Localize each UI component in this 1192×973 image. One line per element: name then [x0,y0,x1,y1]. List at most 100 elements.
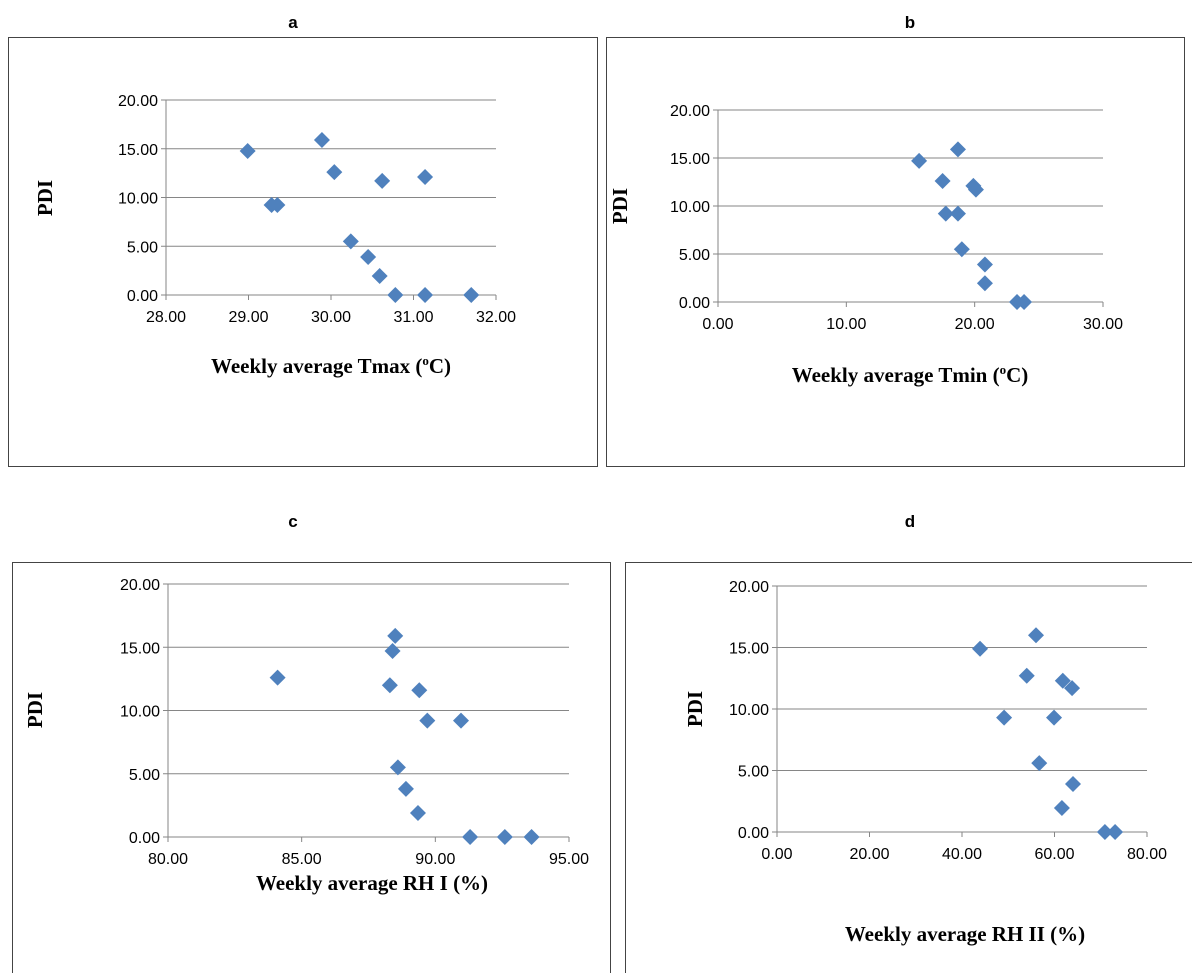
panel-frame [8,37,598,467]
x-tick-label: 85.00 [282,851,322,868]
marker [384,643,401,660]
y-tick-label: 20.00 [729,579,769,596]
y-tick-label: 0.00 [129,830,160,847]
marker [417,287,434,303]
marker [269,197,286,214]
marker [934,173,951,190]
y-tick-label: 20.00 [670,103,710,120]
marker [313,131,330,148]
chart: c 0.00 5.00 10.00 15.00 20.00 80.00 85.00 90.00 9… [23,512,589,895]
marker [419,712,436,729]
marker [462,829,479,845]
marker [949,141,966,158]
x-axis-label-part: C) [429,354,451,378]
x-axis-label: Weekly average RH II (%) [845,922,1085,946]
marker [463,287,480,303]
y-axis-label: PDI [683,691,707,727]
marker [949,205,966,222]
panel-frame [625,562,1192,973]
panel-title: d [905,512,915,531]
marker [996,709,1013,726]
marker [496,829,513,845]
y-tick-label: 15.00 [670,151,710,168]
chart: b 0.00 5.00 10.00 15.00 20.00 0.00 10.00 20.00 30… [608,13,1123,387]
x-tick-label: 28.00 [146,309,186,326]
panel-title: c [288,512,297,531]
x-axis-label: Weekly average RH I (%) [256,871,488,895]
y-tick-label: 5.00 [129,767,160,784]
x-tick-label: 29.00 [228,309,268,326]
marker [1064,680,1081,697]
x-axis-label-part: C) [1006,363,1028,387]
y-tick-label: 20.00 [118,93,158,110]
marker [374,172,391,189]
chart: d 0.00 5.00 10.00 15.00 20.00 0.00 20.00 40.00 60… [683,512,1167,946]
x-tick-label: 10.00 [826,316,866,333]
x-tick-label: 30.00 [1083,316,1123,333]
x-tick-label: 80.00 [148,851,188,868]
marker [381,677,398,694]
y-tick-label: 0.00 [738,825,769,842]
marker [1054,672,1071,689]
panel-title: b [905,13,915,32]
marker [1018,667,1035,684]
x-axis-label-part: Weekly average RH I (%) [256,871,488,895]
marker [326,164,343,181]
x-axis-label-part: o [422,353,429,368]
y-tick-label: 20.00 [120,577,160,594]
marker [360,248,377,265]
marker [342,233,359,250]
y-axis-label: PDI [608,188,632,224]
x-tick-label: 0.00 [761,846,792,863]
marker [967,181,984,198]
marker [1031,755,1048,772]
marker [523,829,540,845]
y-axis-label: PDI [33,180,57,216]
marker [1096,824,1113,840]
marker [417,169,434,186]
x-tick-label: 0.00 [702,316,733,333]
marker [371,267,388,284]
marker [239,142,256,159]
marker [1053,800,1070,817]
marker [387,287,404,303]
x-tick-label: 90.00 [415,851,455,868]
x-tick-label: 30.00 [311,309,351,326]
y-tick-label: 15.00 [729,641,769,658]
marker [389,759,406,776]
x-tick-label: 20.00 [849,846,889,863]
x-tick-label: 32.00 [476,309,516,326]
x-axis-label-part: Weekly average Tmax ( [211,354,422,378]
marker [269,669,286,686]
x-tick-label: 95.00 [549,851,589,868]
y-tick-label: 10.00 [120,704,160,721]
y-tick-label: 5.00 [738,764,769,781]
chart: a 0.00 5.00 10.00 15.00 20.00 28.00 29.00 30.00 3… [33,13,516,378]
marker [411,682,428,699]
marker [1065,776,1081,793]
marker [387,627,404,644]
marker [911,152,928,169]
y-tick-label: 10.00 [118,191,158,208]
x-axis-label-part: o [1000,362,1007,377]
marker [976,256,993,273]
panel-frame [606,37,1185,467]
y-tick-label: 0.00 [127,288,158,305]
y-tick-label: 15.00 [118,142,158,159]
x-tick-label: 60.00 [1034,846,1074,863]
y-tick-label: 15.00 [120,640,160,657]
x-axis-label-part: Weekly average Tmin ( [792,363,1000,387]
x-tick-label: 80.00 [1127,846,1167,863]
panel-title: a [288,13,298,32]
y-tick-label: 5.00 [679,247,710,264]
x-axis-label-part: Weekly average RH II (%) [845,922,1085,946]
y-tick-label: 0.00 [679,295,710,312]
y-tick-label: 5.00 [127,239,158,256]
x-axis-label: Weekly average Tmin (oC) [792,362,1029,387]
x-tick-label: 40.00 [942,846,982,863]
marker [1046,709,1063,726]
marker [953,241,970,258]
marker [972,640,989,657]
marker [1016,294,1033,310]
